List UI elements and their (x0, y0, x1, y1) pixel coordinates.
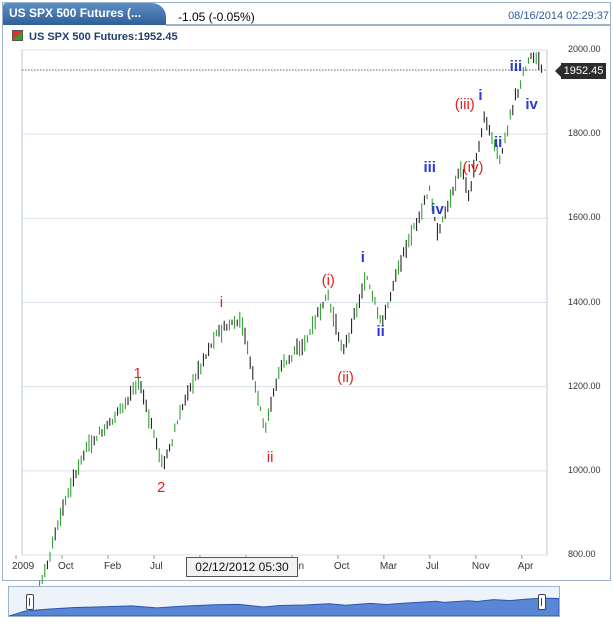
wave-label: i (360, 249, 365, 267)
navigator-right-handle[interactable] (538, 594, 546, 610)
x-tick-label: Oct (57, 561, 74, 572)
wave-label: (i) (321, 272, 335, 290)
wave-label: iv (431, 200, 444, 218)
last-price-tag: 1952.45 (555, 63, 606, 79)
x-tick-label: Apr (517, 561, 534, 572)
x-tick-label: Jul (149, 561, 163, 572)
y-tick-label: 2000.00 (568, 44, 601, 54)
wave-label: i (478, 87, 483, 105)
wave-label: (iii) (454, 95, 475, 113)
wave-label: iii (423, 158, 436, 176)
wave-label: 1 (133, 365, 142, 383)
x-tick-label: Nov (471, 561, 490, 572)
candlestick-icon (12, 30, 23, 41)
header-divider (166, 24, 610, 26)
navigator[interactable] (8, 586, 560, 617)
legend-label: US SPX 500 Futures:1952.45 (29, 31, 178, 43)
series-legend: US SPX 500 Futures:1952.45 (12, 30, 178, 43)
x-tick-label: Jul (425, 561, 439, 572)
y-tick-label: 1000.00 (568, 464, 601, 475)
navigator-left-handle[interactable] (26, 594, 34, 610)
wave-label: (iv) (462, 158, 484, 176)
wave-label: iii (509, 57, 523, 75)
x-tick-label: Oct (333, 561, 350, 572)
y-tick-label: 1600.00 (568, 212, 601, 223)
x-tick-label: Mar (379, 561, 398, 572)
wave-label: i (219, 293, 224, 311)
y-tick-label: 1200.00 (568, 380, 601, 391)
wave-label: 2 (157, 478, 166, 496)
chart-tab[interactable]: US SPX 500 Futures (... (3, 3, 166, 25)
price-change: -1.05 (-0.05%) (178, 10, 255, 24)
y-tick-label: 800.00 (568, 549, 596, 559)
wave-label: ii (376, 322, 385, 340)
x-tick-label: Feb (103, 561, 122, 572)
wave-label: iv (525, 95, 538, 113)
timestamp: 08/16/2014 02:29:37 (508, 10, 609, 22)
wave-label: ii (266, 449, 274, 467)
x-tick-label: 2009 (12, 561, 35, 572)
navigator-area (8, 597, 560, 617)
wave-label: ii (493, 133, 503, 151)
y-tick-label: 1400.00 (568, 296, 601, 307)
chart-tab-title: US SPX 500 Futures (... (9, 6, 142, 20)
crosshair-date-tooltip: 02/12/2012 05:30 (186, 557, 298, 577)
wave-label: (ii) (337, 369, 354, 387)
y-tick-label: 1800.00 (568, 128, 601, 139)
